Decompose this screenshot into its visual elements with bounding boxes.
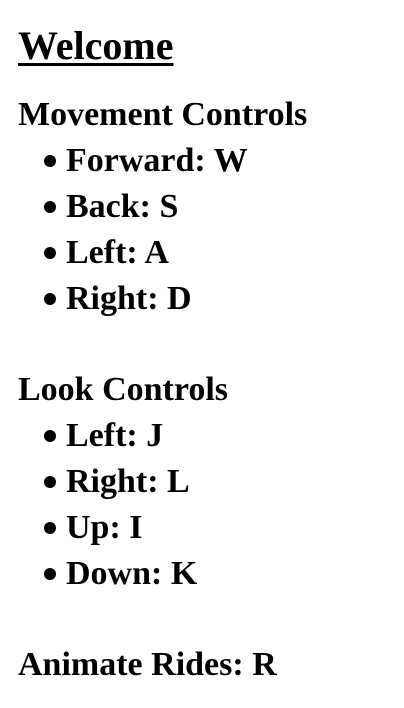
animate-rides-label: Animate Rides: R xyxy=(18,646,277,683)
bullet-icon xyxy=(44,476,56,488)
control-label: Left: J xyxy=(66,417,164,454)
list-item: Left: J xyxy=(44,413,404,459)
movement-controls-heading: Movement Controls xyxy=(18,96,308,133)
control-label: Up: I xyxy=(66,509,143,546)
look-controls-heading: Look Controls xyxy=(18,371,229,408)
list-item: Up: I xyxy=(44,505,404,551)
list-item: Right: L xyxy=(44,459,404,505)
bullet-icon xyxy=(44,155,56,167)
control-label: Back: S xyxy=(66,188,179,225)
page: Welcome Movement Controls Forward: W Bac… xyxy=(18,23,404,683)
control-label: Right: D xyxy=(66,280,192,317)
control-label: Down: K xyxy=(66,555,198,592)
bullet-icon xyxy=(44,568,56,580)
bullet-icon xyxy=(44,430,56,442)
list-item: Right: D xyxy=(44,276,404,322)
look-controls-list: Left: J Right: L Up: I Down: K xyxy=(18,413,404,597)
control-label: Forward: W xyxy=(66,142,248,179)
bullet-icon xyxy=(44,293,56,305)
list-item: Back: S xyxy=(44,184,404,230)
control-label: Right: L xyxy=(66,463,190,500)
bullet-icon xyxy=(44,201,56,213)
list-item: Forward: W xyxy=(44,138,404,184)
bullet-icon xyxy=(44,522,56,534)
page-title: Welcome xyxy=(18,23,174,68)
movement-controls-list: Forward: W Back: S Left: A Right: D xyxy=(18,138,404,322)
list-item: Down: K xyxy=(44,551,404,597)
control-label: Left: A xyxy=(66,234,169,271)
bullet-icon xyxy=(44,247,56,259)
list-item: Left: A xyxy=(44,230,404,276)
